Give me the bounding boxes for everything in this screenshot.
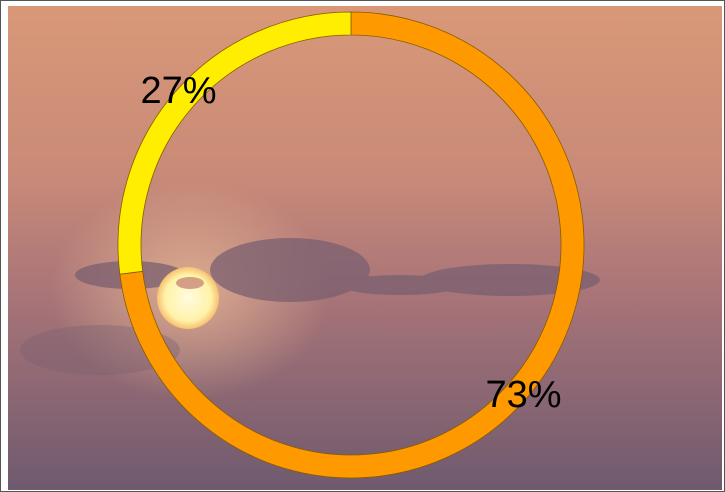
chart: 73% 27% bbox=[0, 0, 725, 492]
value-label: 27% bbox=[140, 70, 216, 112]
sun-cloud bbox=[176, 277, 204, 289]
sun bbox=[157, 267, 219, 329]
value-label: 73% bbox=[485, 374, 561, 416]
page: {"chart_data": {"type": "pie", "values":… bbox=[0, 0, 725, 492]
